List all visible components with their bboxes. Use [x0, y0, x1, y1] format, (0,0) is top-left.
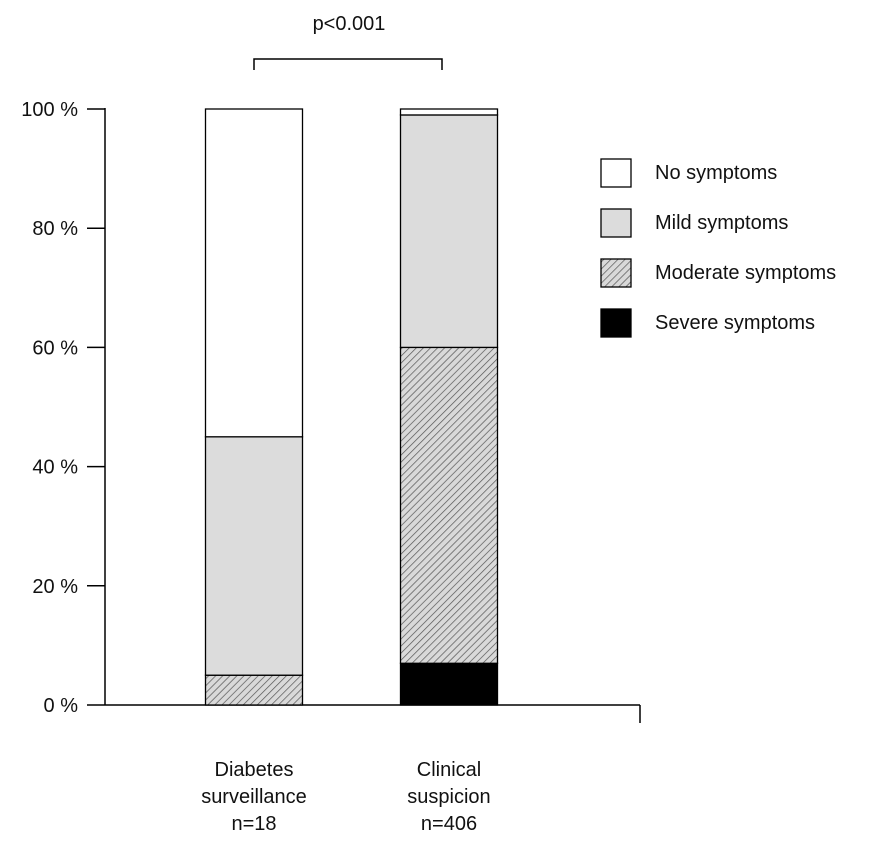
y-tick-label: 80 % [32, 218, 78, 240]
bar-segment-mild-symptoms [399, 114, 499, 349]
x-category-label: n=406 [421, 813, 477, 835]
y-tick-label: 20 % [32, 576, 78, 598]
legend-label: Mild symptoms [655, 212, 788, 234]
x-category-label: n=18 [231, 813, 276, 835]
bar-segment-moderate-symptoms [204, 674, 304, 706]
bar-segment-mild-symptoms [204, 436, 304, 676]
legend-label: Moderate symptoms [655, 262, 836, 284]
p-value-annotation: p<0.001 [313, 13, 386, 35]
legend-swatch [600, 308, 632, 338]
x-category-label: surveillance [201, 786, 307, 808]
bar-segment-moderate-symptoms [399, 346, 499, 664]
legend-swatch [600, 208, 632, 238]
x-category-label: suspicion [407, 786, 490, 808]
y-tick-label: 100 % [21, 99, 78, 121]
legend-label: No symptoms [655, 162, 777, 184]
x-category-label: Diabetes [215, 759, 294, 781]
legend-label: Severe symptoms [655, 312, 815, 334]
bar-segment-no-symptoms [399, 108, 499, 116]
significance-bracket [253, 58, 443, 70]
legend-swatch [600, 258, 632, 288]
y-tick-label: 60 % [32, 337, 78, 359]
y-tick-label: 40 % [32, 457, 78, 479]
legend-swatch [600, 158, 632, 188]
bar-segment-no-symptoms [204, 108, 304, 438]
bar-segment-severe-symptoms [399, 662, 499, 706]
y-tick-label: 0 % [44, 695, 79, 717]
x-category-label: Clinical [417, 759, 481, 781]
